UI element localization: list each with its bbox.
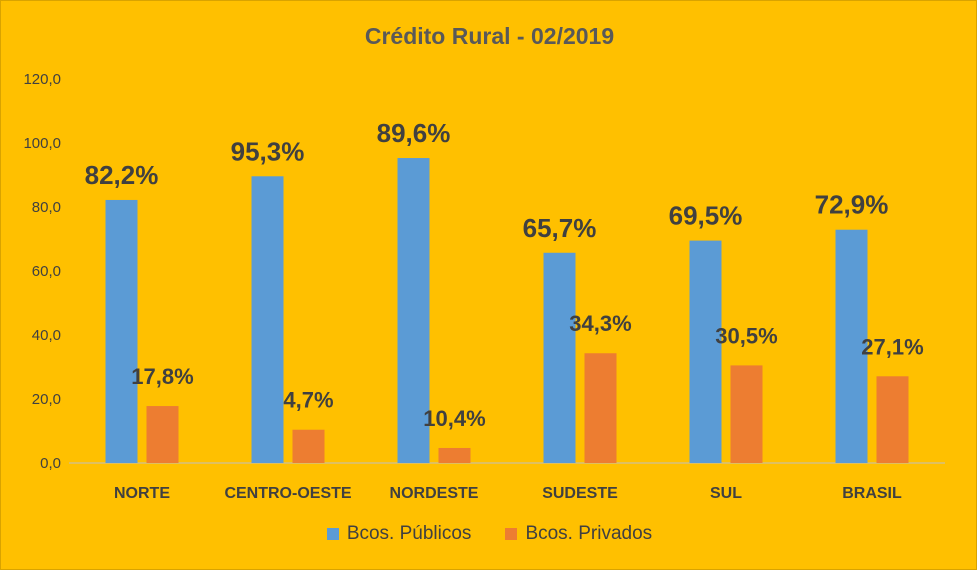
data-label-publicos: 72,9% — [815, 190, 889, 220]
x-tick-label: SUL — [710, 485, 742, 502]
bar-publicos-norte — [105, 199, 138, 463]
bar-privados-sudeste — [584, 353, 617, 463]
bar-publicos-nordeste — [397, 158, 430, 464]
legend-label-publicos: Bcos. Públicos — [346, 523, 472, 544]
data-label-privados: 30,5% — [715, 323, 777, 348]
y-tick-label: 40,0 — [32, 327, 61, 344]
y-tick-label: 60,0 — [32, 263, 61, 280]
data-label-privados: 27,1% — [861, 334, 923, 359]
x-tick-label: CENTRO-OESTE — [224, 485, 351, 502]
legend-swatch-privados — [505, 528, 518, 540]
data-label-publicos: 65,7% — [523, 213, 597, 243]
bar-privados-centro-oeste — [292, 429, 325, 463]
bar-publicos-sul — [689, 240, 722, 463]
legend-swatch-publicos — [326, 528, 339, 540]
x-tick-label: SUDESTE — [542, 485, 618, 502]
x-tick-label: BRASIL — [842, 485, 902, 502]
bar-privados-norte — [146, 406, 179, 463]
bar-privados-brasil — [876, 376, 909, 463]
legend-item-privados: Bcos. Privados — [505, 523, 652, 545]
x-tick-label: NORDESTE — [390, 485, 479, 502]
data-label-publicos: 89,6% — [377, 118, 451, 148]
data-label-publicos: 95,3% — [231, 136, 305, 166]
y-tick-label: 0,0 — [40, 455, 61, 472]
bar-publicos-sudeste — [543, 252, 576, 463]
legend-item-publicos: Bcos. Públicos — [326, 523, 472, 545]
y-tick-label: 100,0 — [23, 135, 61, 152]
bar-publicos-brasil — [835, 229, 868, 463]
y-tick-label: 20,0 — [32, 391, 61, 408]
y-tick-label: 80,0 — [32, 199, 61, 216]
x-tick-label: NORTE — [114, 485, 170, 502]
y-tick-label: 120,0 — [23, 71, 61, 88]
data-label-privados: 34,3% — [569, 311, 631, 336]
data-label-publicos: 69,5% — [669, 201, 743, 231]
data-label-privados: 10,4% — [423, 406, 485, 431]
bar-privados-sul — [730, 365, 763, 463]
legend: Bcos. Públicos Bcos. Privados — [1, 523, 977, 545]
chart-title: Crédito Rural - 02/2019 — [364, 23, 615, 49]
legend-label-privados: Bcos. Privados — [525, 523, 653, 544]
data-label-publicos: 82,2% — [85, 160, 159, 190]
bar-publicos-centro-oeste — [251, 176, 284, 463]
data-label-privados: 4,7% — [283, 388, 333, 413]
data-label-privados: 17,8% — [131, 364, 193, 389]
bar-privados-nordeste — [438, 447, 471, 463]
